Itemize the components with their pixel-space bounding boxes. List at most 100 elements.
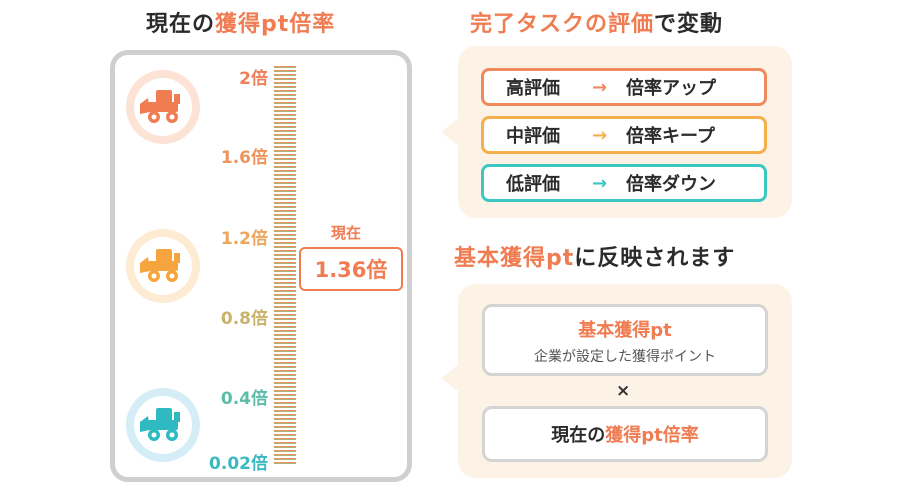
gauge-tick: [274, 314, 296, 316]
evaluation-title-b: タスクの: [516, 12, 609, 37]
gauge-tick: [274, 98, 296, 100]
gauge-tick: [274, 262, 296, 264]
gauge-tick: [274, 410, 296, 412]
gauge-tick: [274, 146, 296, 148]
gauge-tick: [274, 242, 296, 244]
gauge-tick: [274, 130, 296, 132]
bulldozer-high-icon: [126, 70, 200, 144]
arrow-right-icon: →: [592, 124, 608, 146]
scale-label-0-4x: 0.4倍: [220, 389, 268, 409]
rule-high-result: 倍率アップ: [626, 78, 716, 99]
gauge-tick: [274, 206, 296, 208]
scale-label-0-02x: 0.02倍: [209, 454, 268, 474]
current-label: 現在: [331, 224, 362, 242]
gauge-tick: [274, 118, 296, 120]
rule-high-evaluation: 高評価 → 倍率アップ: [481, 68, 767, 106]
gauge-tick: [274, 374, 296, 376]
gauge-tick: [274, 190, 296, 192]
gauge-title-plain: 現在の: [146, 12, 216, 37]
rate-accent: 獲得pt倍率: [605, 425, 699, 446]
gauge-tick: [274, 202, 296, 204]
gauge-tick: [274, 274, 296, 276]
gauge-tick: [274, 306, 296, 308]
gauge-tick: [274, 446, 296, 448]
gauge-tick: [274, 290, 296, 292]
gauge-tick: [274, 66, 296, 68]
gauge-tick: [274, 430, 296, 432]
bubble-tail-bottom: [441, 364, 459, 392]
multiply-icon: ×: [616, 381, 631, 401]
gauge-tick: [274, 90, 296, 92]
gauge-tick: [274, 418, 296, 420]
formula-base-points: 基本獲得pt 企業が設定した獲得ポイント: [482, 304, 768, 376]
bulldozer-mid-icon: [126, 229, 200, 303]
gauge-tick: [274, 158, 296, 160]
gauge-tick: [274, 438, 296, 440]
gauge-tick: [274, 126, 296, 128]
gauge-tick: [274, 102, 296, 104]
gauge-tick: [274, 114, 296, 116]
gauge-tick: [274, 246, 296, 248]
gauge-tick: [274, 462, 296, 464]
gauge-tick: [274, 454, 296, 456]
evaluation-title-c: 評価: [608, 12, 655, 37]
gauge-tick: [274, 354, 296, 356]
gauge-tick: [274, 78, 296, 80]
gauge-tick: [274, 298, 296, 300]
gauge-tick: [274, 142, 296, 144]
scale-label-0-8x: 0.8倍: [220, 309, 268, 329]
evaluation-title: 完了タスクの評価で変動: [470, 6, 723, 38]
base-points-description: 企業が設定した獲得ポイント: [534, 349, 716, 365]
gauge-tick: [274, 370, 296, 372]
rule-mid-eval: 中評価: [506, 126, 560, 147]
gauge-title: 現在の獲得pt倍率: [146, 6, 335, 38]
gauge-tick: [274, 350, 296, 352]
base-points-title: 基本獲得pt: [578, 320, 672, 341]
gauge-tick: [274, 278, 296, 280]
arrow-right-icon: →: [592, 76, 608, 98]
gauge-tick: [274, 266, 296, 268]
gauge-tick: [274, 222, 296, 224]
evaluation-title-d: で変動: [654, 12, 724, 37]
gauge-tick: [274, 390, 296, 392]
gauge-tick: [274, 258, 296, 260]
rule-mid-evaluation: 中評価 → 倍率キープ: [481, 116, 767, 154]
gauge-tick: [274, 346, 296, 348]
gauge-tick: [274, 382, 296, 384]
gauge-tick: [274, 270, 296, 272]
gauge-tick: [274, 134, 296, 136]
gauge-tick: [274, 150, 296, 152]
formula-title-plain: に反映されます: [574, 246, 736, 271]
gauge-tick: [274, 406, 296, 408]
gauge-tick: [274, 386, 296, 388]
gauge-tick: [274, 338, 296, 340]
gauge-tick: [274, 74, 296, 76]
gauge-tick: [274, 238, 296, 240]
rule-low-result: 倍率ダウン: [626, 174, 716, 195]
gauge-tick: [274, 226, 296, 228]
formula-current-rate: 現在の 獲得pt倍率: [482, 406, 768, 462]
gauge-tick: [274, 450, 296, 452]
rule-high-eval: 高評価: [506, 78, 560, 99]
gauge-tick: [274, 166, 296, 168]
formula-title-accent: 基本獲得pt: [454, 246, 575, 271]
gauge-tick: [274, 398, 296, 400]
gauge-tick: [274, 178, 296, 180]
bulldozer-low-icon: [126, 388, 200, 462]
gauge-tick: [274, 366, 296, 368]
gauge-tick: [274, 286, 296, 288]
gauge-tick: [274, 426, 296, 428]
gauge-tick: [274, 414, 296, 416]
gauge-tick: [274, 218, 296, 220]
gauge-tick: [274, 342, 296, 344]
gauge-tick: [274, 182, 296, 184]
gauge-tick: [274, 234, 296, 236]
gauge-tick: [274, 110, 296, 112]
gauge-tick: [274, 282, 296, 284]
rate-plain: 現在の: [551, 425, 606, 446]
bubble-tail-top: [441, 118, 459, 146]
gauge-tick: [274, 186, 296, 188]
gauge-tick: [274, 174, 296, 176]
current-multiplier-value: 1.36倍: [299, 247, 403, 291]
scale-label-1-6x: 1.6倍: [220, 148, 268, 168]
